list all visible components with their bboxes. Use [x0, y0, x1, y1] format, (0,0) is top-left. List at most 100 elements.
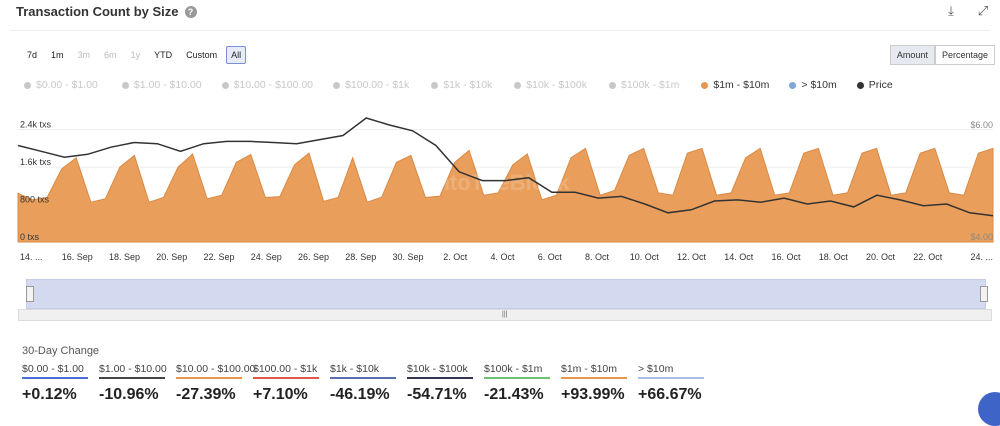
change-value: +93.99% — [561, 386, 625, 403]
divider — [10, 30, 990, 31]
y-right-tick-0: $4.00 — [970, 232, 993, 242]
x-tick-12: 8. Oct — [585, 252, 610, 262]
range-button-3[interactable]: 6m — [99, 46, 122, 64]
expand-icon[interactable]: ⤢ — [977, 3, 989, 18]
range-button-2[interactable]: 3m — [72, 46, 96, 64]
x-tick-15: 14. Oct — [724, 252, 754, 262]
legend-label: $0.00 - $1.00 — [36, 79, 98, 91]
legend-label: $1m - $10m — [713, 79, 770, 91]
x-tick-3: 20. Sep — [156, 252, 187, 262]
mode-button-1[interactable]: Percentage — [934, 45, 995, 65]
legend-label: $10.00 - $100.00 — [233, 79, 314, 91]
change-label: $1.00 - $10.00 — [99, 363, 167, 379]
legend-label: $1k - $10k — [443, 79, 493, 91]
x-tick-8: 30. Sep — [392, 252, 423, 262]
top-icons: ⤓ ⤢ — [944, 3, 990, 18]
y-left-tick-0: 0 txs — [20, 232, 40, 242]
mode-button-0[interactable]: Amount — [889, 45, 935, 65]
navigator-window[interactable] — [26, 279, 986, 309]
change-cell-3: $100.00 - $1k +7.10% — [253, 363, 319, 404]
change-title: 30-Day Change — [22, 345, 100, 357]
legend-dot-icon — [121, 81, 129, 89]
x-tick-18: 20. Oct — [866, 252, 896, 262]
legend-dot-icon — [221, 81, 229, 89]
legend-label: $1.00 - $10.00 — [133, 79, 202, 91]
change-cell-0: $0.00 - $1.00 +0.12% — [22, 363, 88, 404]
legend-item-9[interactable]: Price — [856, 79, 893, 91]
legend-item-3[interactable]: $100.00 - $1k — [333, 79, 409, 91]
x-tick-7: 28. Sep — [345, 252, 376, 262]
y-right-tick-1: $6.00 — [970, 120, 993, 130]
change-label: $100k - $1m — [484, 363, 550, 379]
change-value: -27.39% — [176, 386, 236, 403]
change-cell-5: $10k - $100k -54.71% — [407, 363, 473, 404]
range-selector: 7d 1m 3m 6m 1y YTD Custom All — [22, 46, 247, 64]
y-left-tick-2: 1.6k txs — [20, 157, 52, 167]
range-navigator[interactable]: ||| — [18, 279, 992, 321]
y-left-tick-1: 800 txs — [20, 195, 50, 205]
legend-item-7[interactable]: $1m - $10m — [701, 79, 769, 91]
chart-title-wrap: Transaction Count by Size ? — [16, 4, 197, 19]
x-tick-10: 4. Oct — [490, 252, 515, 262]
change-label: $0.00 - $1.00 — [22, 363, 88, 379]
change-label: > $10m — [638, 363, 704, 379]
legend-label: $10k - $100k — [526, 79, 587, 91]
change-value: -10.96% — [99, 386, 159, 403]
x-tick-2: 18. Sep — [109, 252, 140, 262]
x-tick-16: 16. Oct — [771, 252, 801, 262]
range-button-7[interactable]: All — [226, 46, 247, 64]
download-icon[interactable]: ⤓ — [948, 3, 954, 18]
change-value: +66.67% — [638, 386, 702, 403]
change-cell-8: > $10m +66.67% — [638, 363, 704, 404]
x-tick-4: 22. Sep — [203, 252, 234, 262]
legend-dot-icon — [856, 81, 864, 89]
legend-dot-icon — [609, 81, 616, 89]
legend-dot-icon — [431, 81, 439, 89]
x-tick-6: 26. Sep — [298, 252, 329, 262]
change-cell-1: $1.00 - $10.00 -10.96% — [99, 363, 167, 404]
change-row: $0.00 - $1.00 +0.12% $1.00 - $10.00 -10.96%… — [22, 363, 704, 404]
range-button-5[interactable]: YTD — [149, 46, 178, 64]
legend-item-2[interactable]: $10.00 - $100.00 — [221, 79, 314, 91]
range-button-6[interactable]: Custom — [181, 46, 223, 64]
legend-item-5[interactable]: $10k - $100k — [514, 79, 587, 91]
legend-item-6[interactable]: $100k - $1m — [609, 79, 679, 91]
x-tick-20: 24. ... — [970, 252, 993, 262]
chart-legend: $0.00 - $1.00 $1.00 - $10.00 $10.00 - $100… — [24, 79, 893, 91]
change-label: $1k - $10k — [330, 363, 396, 379]
change-cell-2: $10.00 - $100.00 -27.39% — [176, 363, 255, 404]
range-button-1[interactable]: 1m — [46, 46, 69, 64]
legend-dot-icon — [701, 81, 709, 89]
navigator-right-handle[interactable] — [980, 286, 988, 302]
navigator-scrollbar[interactable]: ||| — [18, 309, 992, 321]
legend-dot-icon — [789, 81, 797, 89]
change-label: $1m - $10m — [561, 363, 627, 379]
legend-label: Price — [868, 79, 893, 91]
scroll-grip-icon[interactable]: ||| — [502, 311, 508, 318]
x-tick-13: 10. Oct — [630, 252, 660, 262]
legend-label: > $10m — [801, 79, 837, 91]
legend-item-4[interactable]: $1k - $10k — [431, 79, 492, 91]
x-tick-17: 18. Oct — [819, 252, 849, 262]
change-label: $10.00 - $100.00 — [176, 363, 255, 379]
x-tick-19: 22. Oct — [913, 252, 943, 262]
legend-label: $100k - $1m — [621, 79, 680, 91]
navigator-left-handle[interactable] — [26, 286, 34, 302]
legend-item-1[interactable]: $1.00 - $10.00 — [121, 79, 202, 91]
legend-item-0[interactable]: $0.00 - $1.00 — [24, 79, 98, 91]
help-icon[interactable]: ? — [184, 5, 197, 18]
chat-fab-button[interactable] — [978, 392, 1000, 426]
x-tick-0: 14. ... — [20, 252, 43, 262]
legend-dot-icon — [333, 81, 341, 89]
x-tick-11: 6. Oct — [538, 252, 563, 262]
legend-item-8[interactable]: > $10m — [789, 79, 837, 91]
x-tick-14: 12. Oct — [677, 252, 707, 262]
x-tick-5: 24. Sep — [251, 252, 282, 262]
change-value: +0.12% — [22, 386, 77, 403]
change-value: +7.10% — [253, 386, 308, 403]
change-value: -21.43% — [484, 386, 544, 403]
range-button-4[interactable]: 1y — [125, 46, 146, 64]
change-value: -46.19% — [330, 386, 390, 403]
x-tick-9: 2. Oct — [443, 252, 468, 262]
range-button-0[interactable]: 7d — [22, 46, 43, 64]
